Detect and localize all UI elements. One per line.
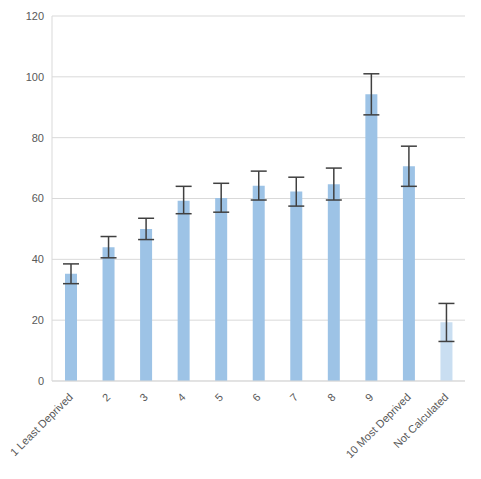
svg-text:2: 2	[100, 391, 113, 404]
svg-text:10 Most Deprived: 10 Most Deprived	[343, 391, 412, 460]
svg-text:40: 40	[32, 253, 44, 265]
svg-text:100: 100	[26, 71, 44, 83]
svg-text:6: 6	[250, 391, 263, 404]
svg-text:20: 20	[32, 314, 44, 326]
svg-text:7: 7	[287, 391, 300, 404]
svg-text:Not Calculated: Not Calculated	[391, 391, 451, 451]
svg-text:1 Least Deprived: 1 Least Deprived	[8, 391, 75, 458]
svg-text:80: 80	[32, 132, 44, 144]
svg-text:60: 60	[32, 192, 44, 204]
svg-text:4: 4	[175, 391, 188, 404]
svg-text:5: 5	[212, 391, 225, 404]
svg-text:120: 120	[26, 10, 44, 22]
svg-text:8: 8	[325, 391, 338, 404]
svg-text:3: 3	[137, 391, 150, 404]
svg-text:0: 0	[38, 375, 44, 387]
svg-text:9: 9	[363, 391, 376, 404]
